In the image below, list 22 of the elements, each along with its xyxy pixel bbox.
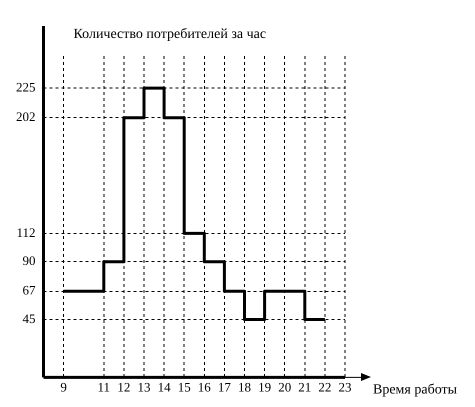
x-tick-label: 16 <box>198 380 212 395</box>
y-tick-label: 225 <box>16 80 36 95</box>
y-tick-label: 45 <box>22 310 36 326</box>
y-tick-label: 202 <box>16 109 36 124</box>
x-tick-label: 23 <box>338 380 352 395</box>
y-tick-label: 90 <box>22 253 36 268</box>
x-axis-title: Время работы <box>373 382 458 398</box>
x-tick-label: 12 <box>117 380 130 395</box>
x-tick-label: 20 <box>278 380 292 395</box>
x-tick-label: 14 <box>158 380 172 395</box>
x-tick-label: 18 <box>238 380 251 395</box>
x-tick-label: 13 <box>138 380 150 395</box>
x-tick-label: 15 <box>178 380 191 395</box>
y-tick-label: 112 <box>16 224 36 240</box>
x-tick-label: 11 <box>98 380 110 395</box>
y-axis-title: Количество потребителей за час <box>74 27 266 42</box>
y-tick-label: 67 <box>22 282 36 298</box>
x-tick-label: 19 <box>258 380 272 395</box>
x-tick-label: 21 <box>298 380 312 395</box>
x-tick-label: 9 <box>60 380 67 395</box>
x-tick-label: 17 <box>218 380 232 395</box>
x-tick-label: 22 <box>318 380 332 395</box>
